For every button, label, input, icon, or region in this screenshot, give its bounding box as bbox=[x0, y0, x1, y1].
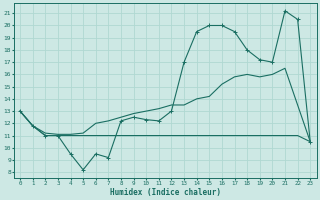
X-axis label: Humidex (Indice chaleur): Humidex (Indice chaleur) bbox=[110, 188, 220, 197]
